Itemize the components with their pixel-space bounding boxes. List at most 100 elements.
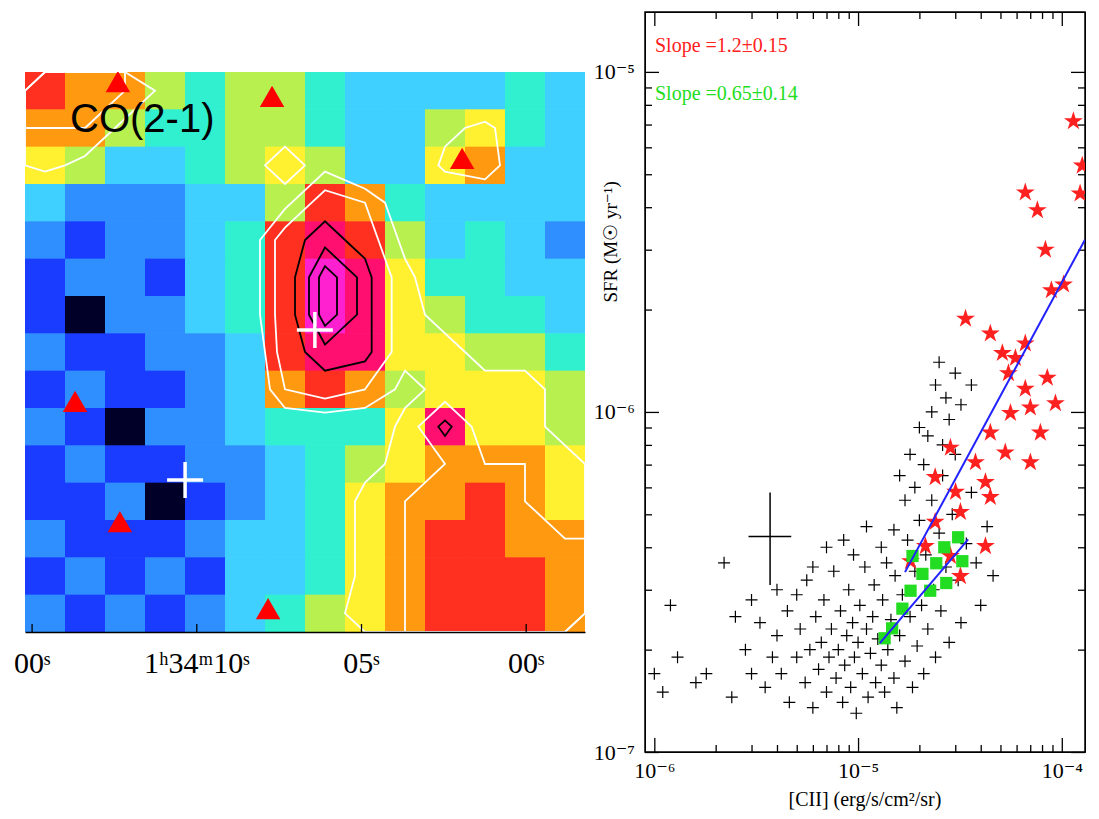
heatmap-cell [505, 520, 546, 558]
heatmap-cell [25, 296, 66, 334]
heatmap-cell [505, 72, 546, 110]
data-point [999, 363, 1018, 381]
data-point [924, 585, 936, 597]
data-point [899, 494, 911, 506]
data-point [856, 668, 868, 680]
data-point [894, 470, 906, 482]
heatmap-cell [505, 333, 546, 371]
y-minor-left-tick-mark [645, 87, 652, 88]
x-minor-bottom-tick [716, 745, 717, 752]
heatmap-cell [225, 147, 266, 185]
x-axis-tick-label: 10⁻⁶ [634, 758, 675, 783]
y-minor-left-tick-mark [645, 309, 652, 310]
y-axis: 10⁻⁷10⁻⁶10⁻⁵ [594, 13, 659, 765]
panel-title: CO(2-1) [70, 96, 214, 140]
x-minor-top-tick-mark [1000, 12, 1001, 19]
heatmap-cell [305, 483, 346, 521]
heatmap-cell [265, 147, 306, 185]
heatmap-cell [425, 333, 466, 371]
heatmap-cell [305, 371, 346, 409]
heatmap-cell [65, 557, 106, 595]
x-minor-top-tick [838, 12, 839, 19]
heatmap-cell [265, 408, 306, 446]
data-point [882, 644, 894, 656]
heatmap-cell [185, 296, 226, 334]
heatmap-cell [25, 184, 66, 222]
heatmap-cell [265, 109, 306, 147]
heatmap-cell [505, 109, 546, 147]
heatmap-cell [265, 483, 306, 521]
heatmap-cell [105, 333, 146, 371]
x-minor-top-tick [716, 12, 717, 19]
data-point [813, 663, 825, 675]
y-minor-left-tick [645, 87, 652, 88]
heatmap-cell [305, 595, 346, 632]
heatmap-cell [185, 520, 226, 558]
x-axis-tick: 10⁻⁵ [838, 738, 879, 783]
data-point [868, 579, 880, 591]
x-minor-bottom-tick [981, 745, 982, 752]
error-bar [749, 492, 792, 585]
y-minor-left-tick [645, 650, 652, 651]
data-point [843, 584, 855, 596]
heatmap-cell [265, 445, 306, 483]
heatmap-cell [105, 408, 146, 446]
x-minor-bottom-tick [1000, 745, 1001, 752]
heatmap-cell [105, 371, 146, 409]
data-point [965, 379, 977, 391]
heatmap-cell [65, 483, 106, 521]
y-minor-left-tick-mark [645, 649, 652, 650]
heatmap-cell [425, 483, 466, 521]
heatmap-cell [65, 595, 106, 632]
series-0 [648, 356, 999, 719]
data-point [899, 655, 911, 667]
data-point [799, 677, 811, 689]
heatmap-cell [545, 445, 585, 483]
heatmap-panel: 00ˢ1ʰ34ᵐ10ˢ05ˢ00ˢCO(2-1) [14, 71, 586, 679]
fit-line [880, 539, 968, 643]
heatmap-cell [185, 371, 226, 409]
data-point [754, 617, 766, 629]
y-minor-right-tick [1078, 105, 1085, 106]
x-minor-top-tick [849, 12, 850, 19]
data-point [854, 599, 866, 611]
x-axis-tick-label: 00ˢ [14, 646, 50, 679]
y-minor-left-tick-mark [645, 147, 652, 148]
y-minor-right-tick-mark [1078, 514, 1085, 515]
heatmap-cell [25, 333, 66, 371]
y-minor-right-tick [1078, 487, 1085, 488]
data-point [771, 584, 783, 596]
y-minor-left-tick-mark [645, 427, 652, 428]
x-minor-bottom-tick [1042, 745, 1043, 752]
heatmap-cell [265, 557, 306, 595]
data-point [845, 681, 857, 693]
x-minor-bottom-tick [1017, 745, 1018, 752]
data-point [952, 531, 964, 543]
data-point [823, 651, 835, 663]
y-minor-right-tick-mark [1078, 464, 1085, 465]
x-axis-top [646, 12, 1086, 26]
data-point [1021, 452, 1040, 470]
data-point [906, 681, 918, 693]
data-point [700, 668, 712, 680]
heatmap-cell [545, 371, 585, 409]
y-axis-right-tick-mark [1071, 752, 1085, 753]
data-point [729, 611, 741, 623]
data-point [746, 668, 758, 680]
heatmap-cell [385, 221, 426, 259]
x-minor-bottom-tick-mark [919, 745, 920, 752]
x-minor-top-tick [1000, 12, 1001, 19]
heatmap-cell [185, 445, 226, 483]
y-axis-right-tick [1071, 72, 1085, 73]
data-point [904, 585, 916, 597]
data-point [1021, 398, 1040, 416]
data-point [847, 617, 859, 629]
heatmap-cell [305, 333, 346, 371]
x-minor-top-tick [777, 12, 778, 19]
x-minor-top-tick [1052, 12, 1053, 19]
data-point [830, 672, 842, 684]
data-point [860, 623, 872, 635]
y-minor-left-tick [645, 465, 652, 466]
y-minor-right-tick-mark [1078, 147, 1085, 148]
data-point [1038, 368, 1057, 386]
